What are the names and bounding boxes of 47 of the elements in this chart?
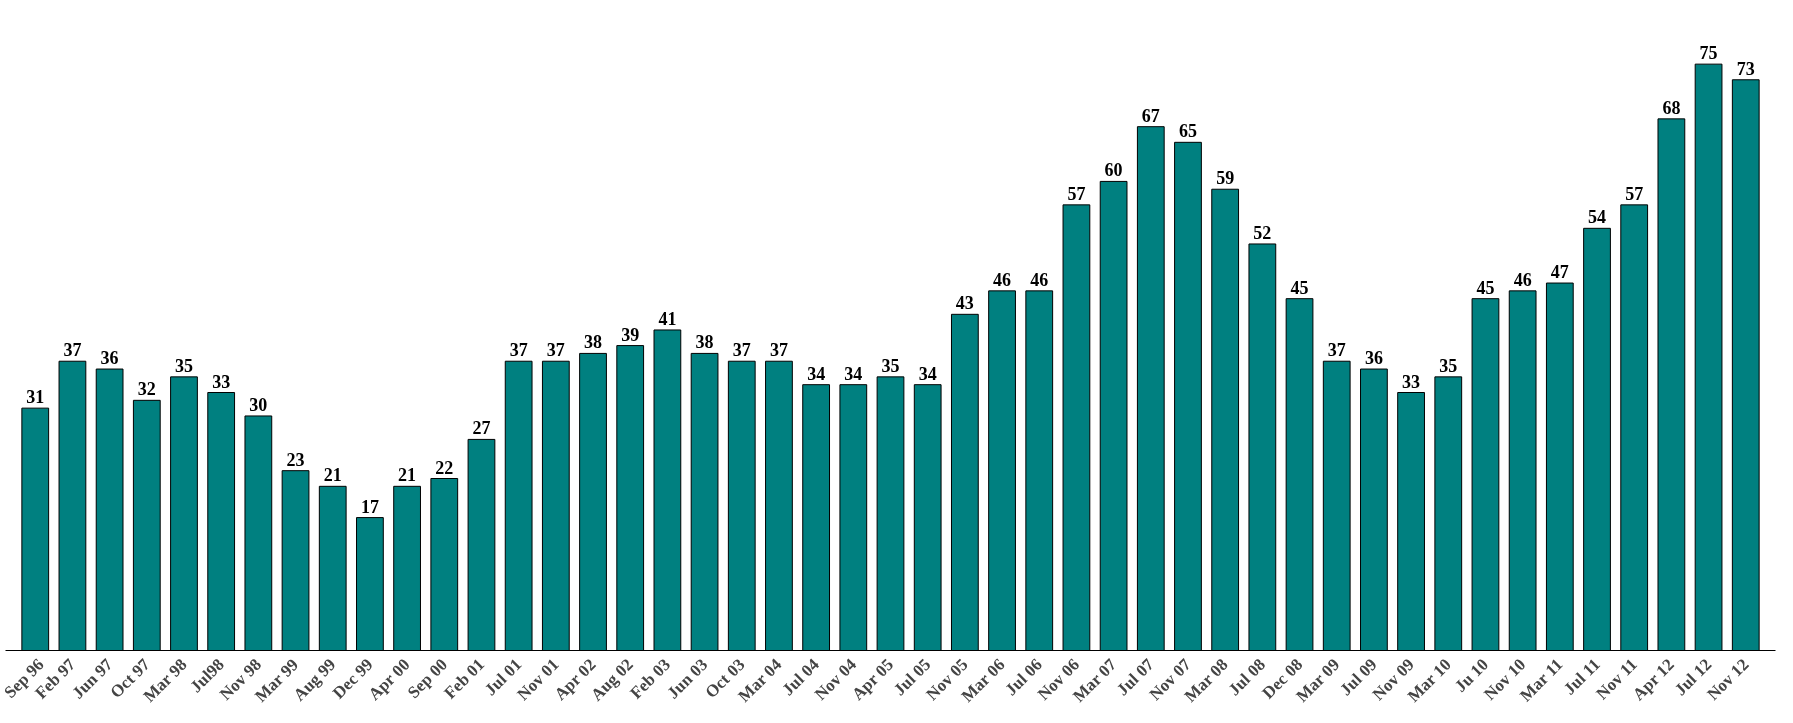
- data-label: 30: [249, 394, 268, 415]
- data-label: 34: [918, 363, 937, 384]
- data-label: 36: [1364, 348, 1383, 369]
- data-label: 46: [1513, 269, 1532, 290]
- data-label: 75: [1699, 43, 1718, 64]
- data-label: 33: [212, 371, 231, 392]
- data-label: 43: [955, 293, 974, 314]
- data-label: 37: [1327, 340, 1346, 361]
- data-label: 37: [509, 340, 528, 361]
- data-label: 36: [100, 348, 119, 369]
- data-label: 39: [621, 324, 640, 345]
- data-label: 52: [1253, 222, 1272, 243]
- data-label: 46: [993, 269, 1012, 290]
- data-label: 23: [286, 449, 305, 470]
- data-label: 41: [658, 308, 677, 329]
- data-label: 73: [1736, 58, 1755, 79]
- data-label: 37: [769, 340, 788, 361]
- data-label: 35: [1439, 355, 1458, 376]
- data-label: 45: [1476, 277, 1495, 298]
- data-label: 37: [732, 340, 751, 361]
- data-label: 35: [174, 355, 193, 376]
- data-label: 67: [1141, 105, 1160, 126]
- data-label: 46: [1030, 269, 1049, 290]
- data-label: 32: [137, 379, 156, 400]
- data-label: 45: [1290, 277, 1309, 298]
- data-label: 35: [881, 355, 900, 376]
- data-label: 27: [472, 418, 491, 439]
- data-label: 31: [26, 387, 45, 408]
- data-label: 57: [1625, 183, 1644, 204]
- data-label: 17: [360, 496, 379, 517]
- data-label: 60: [1104, 160, 1123, 181]
- data-label: 21: [323, 465, 342, 486]
- data-label: 68: [1662, 97, 1681, 118]
- data-label: 37: [546, 340, 565, 361]
- data-label: 33: [1402, 371, 1421, 392]
- data-label: 22: [435, 457, 454, 478]
- data-label: 65: [1178, 121, 1197, 142]
- data-label: 37: [63, 340, 82, 361]
- data-label: 38: [695, 332, 714, 353]
- data-label: 34: [844, 363, 863, 384]
- data-label: 47: [1550, 262, 1569, 283]
- data-label: 54: [1588, 207, 1607, 228]
- data-label: 57: [1067, 183, 1086, 204]
- data-label: 34: [807, 363, 826, 384]
- data-label: 59: [1216, 168, 1235, 189]
- data-label: 21: [398, 465, 417, 486]
- data-label: 38: [584, 332, 603, 353]
